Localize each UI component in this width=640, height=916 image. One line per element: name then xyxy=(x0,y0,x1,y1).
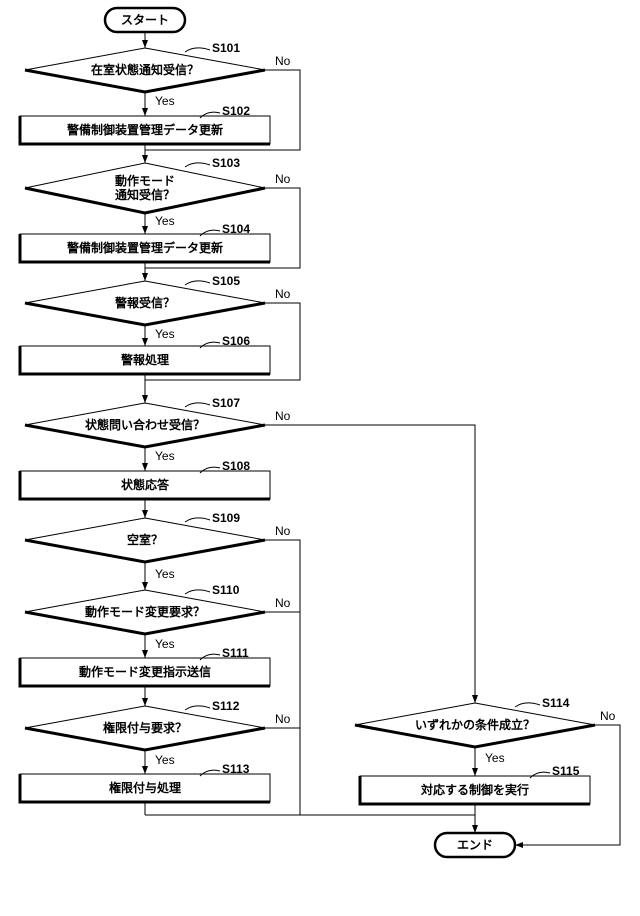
s105-no: No xyxy=(275,287,291,301)
s103-step: S103 xyxy=(212,156,240,170)
s106-label: 警報処理 xyxy=(120,352,169,367)
s110-yes: Yes xyxy=(155,637,175,651)
s107-no: No xyxy=(275,409,291,423)
s114-label: いずれかの条件成立？ xyxy=(415,717,535,732)
s110-label: 動作モード変更要求？ xyxy=(85,604,205,619)
s103-yes: Yes xyxy=(155,214,175,228)
s111-step: S111 xyxy=(222,646,249,660)
s107-label: 状態問い合わせ受信？ xyxy=(85,417,205,432)
s113-step: S113 xyxy=(222,762,250,776)
s109-yes: Yes xyxy=(155,567,175,581)
node-s110: 動作モード変更要求？ S110 xyxy=(25,583,265,634)
node-s114: いずれかの条件成立？ S114 xyxy=(355,696,595,747)
s102-label: 警備制御装置管理データ更新 xyxy=(66,122,223,137)
s110-step: S110 xyxy=(212,583,240,597)
node-s101: 在室状態通知受信？ S101 xyxy=(25,41,265,92)
node-s112: 権限付与要求？ S112 xyxy=(25,699,265,750)
s108-label: 状態応答 xyxy=(121,477,170,492)
s110-no: No xyxy=(275,596,291,610)
s112-yes: Yes xyxy=(155,753,175,767)
s109-no: No xyxy=(275,524,291,538)
s114-no: No xyxy=(600,709,616,723)
start-label: スタート xyxy=(121,13,169,27)
s101-step: S101 xyxy=(212,41,240,55)
s111-label: 動作モード変更指示送信 xyxy=(79,664,211,679)
s103-label1: 動作モード xyxy=(115,173,175,188)
s108-step: S108 xyxy=(222,459,250,473)
s103-label2: 通知受信？ xyxy=(115,187,175,202)
s101-no: No xyxy=(275,54,291,68)
s107-yes: Yes xyxy=(155,449,175,463)
node-s107: 状態問い合わせ受信？ S107 xyxy=(25,396,265,447)
node-s109: 空室？ S109 xyxy=(25,511,265,562)
s106-step: S106 xyxy=(222,334,250,348)
s113-label: 権限付与処理 xyxy=(109,780,181,795)
s107-step: S107 xyxy=(212,396,240,410)
s104-label: 警備制御装置管理データ更新 xyxy=(66,240,223,255)
node-s105: 警報受信？ S105 xyxy=(25,274,265,325)
s105-step: S105 xyxy=(212,274,240,288)
node-s103: 動作モード 通知受信？ S103 xyxy=(25,156,265,213)
s115-label: 対応する制御を実行 xyxy=(420,782,529,797)
end-label: エンド xyxy=(457,838,493,852)
s112-no: No xyxy=(275,712,291,726)
node-end: エンド xyxy=(435,833,515,857)
s101-label: 在室状態通知受信？ xyxy=(91,62,199,77)
s105-label: 警報受信？ xyxy=(114,295,175,310)
node-start: スタート xyxy=(105,8,185,32)
s104-step: S104 xyxy=(222,222,250,236)
s102-step: S102 xyxy=(222,104,250,118)
s114-yes: Yes xyxy=(485,751,505,765)
s112-step: S112 xyxy=(212,699,240,713)
s112-label: 権限付与要求？ xyxy=(103,720,187,735)
s103-no: No xyxy=(275,172,291,186)
s101-yes: Yes xyxy=(155,94,175,108)
s114-step: S114 xyxy=(542,696,570,710)
s115-step: S115 xyxy=(552,764,580,778)
flowchart-canvas: スタート 在室状態通知受信？ S101 Yes No 警備制御装置管理データ更新… xyxy=(0,0,640,916)
s105-yes: Yes xyxy=(155,327,175,341)
s109-label: 空室？ xyxy=(127,532,163,547)
s109-step: S109 xyxy=(212,511,240,525)
